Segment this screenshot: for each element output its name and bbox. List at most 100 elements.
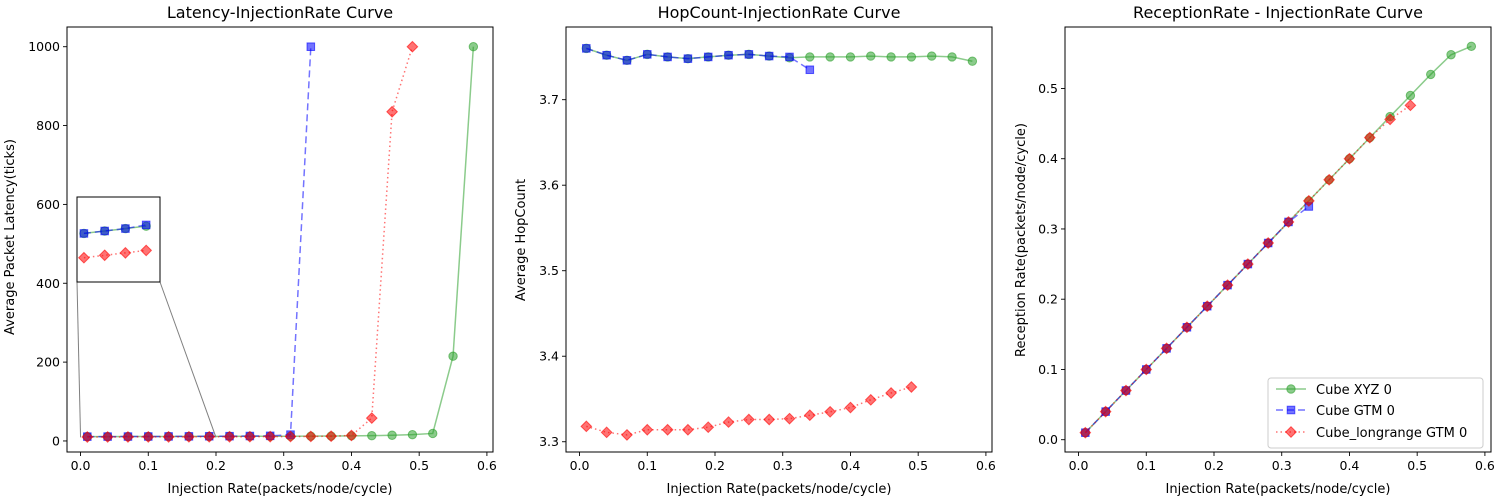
reception-x-tick-label: 0.1 <box>1136 458 1156 473</box>
latency-point-cube-longrange-gtm-0 <box>101 431 114 443</box>
hopcount-point-cube-gtm-0 <box>724 50 733 60</box>
hopcount-point-cube-longrange-gtm-0 <box>905 381 918 393</box>
hopcount-x-axis-label: Injection Rate(packets/node/cycle) <box>667 482 892 497</box>
latency-point-cube-gtm-0 <box>306 42 316 51</box>
reception-y-tick-label: 0.4 <box>1038 151 1058 166</box>
hopcount-y-tick-label: 3.3 <box>539 434 559 449</box>
latency-y-tick-label: 1000 <box>28 39 60 54</box>
latency-point-cube-longrange-gtm-0 <box>386 105 399 118</box>
reception-point-cube-longrange-gtm-0 <box>1079 426 1092 439</box>
reception-point-cube-longrange-gtm-0 <box>1323 173 1336 186</box>
hopcount-point-cube-longrange-gtm-0 <box>864 393 877 406</box>
latency-point-cube-xyz-0 <box>387 430 397 440</box>
reception-point-cube-longrange-gtm-0 <box>1201 300 1214 313</box>
latency-point-cube-longrange-gtm-0 <box>182 430 195 443</box>
latency-point-cube-longrange-gtm-0 <box>121 430 134 443</box>
latency-point-cube-longrange-gtm-0 <box>223 430 236 443</box>
latency-point-cube-longrange-gtm-0 <box>284 430 297 443</box>
inset-frame <box>76 196 161 283</box>
inset-series-line-cube-longrange-gtm-0 <box>83 249 147 259</box>
hopcount-point-cube-xyz-0 <box>866 51 876 61</box>
hopcount-point-cube-gtm-0 <box>622 56 632 65</box>
reception-point-cube-longrange-gtm-0 <box>1404 99 1417 112</box>
hopcount-point-cube-longrange-gtm-0 <box>722 416 735 429</box>
reception-x-tick-label: 0.2 <box>1204 458 1224 473</box>
hopcount-x-tick-label: 0.6 <box>976 458 996 473</box>
latency-y-tick-label: 800 <box>36 118 60 133</box>
reception-y-tick-label: 0.5 <box>1038 81 1058 96</box>
hopcount-point-cube-xyz-0 <box>947 52 957 62</box>
reception-point-cube-xyz-0 <box>1426 69 1436 80</box>
hopcount-y-tick-label: 3.4 <box>539 349 559 364</box>
inset-series-line-cube-xyz-0 <box>83 225 147 235</box>
latency-point-cube-longrange-gtm-0 <box>325 430 338 443</box>
latency-x-tick-label: 0.0 <box>71 458 91 473</box>
hopcount-x-tick-label: 0.1 <box>637 458 657 473</box>
hopcount-point-cube-gtm-0 <box>663 52 672 62</box>
hopcount-point-cube-longrange-gtm-0 <box>824 405 837 418</box>
hopcount-point-cube-gtm-0 <box>582 44 591 53</box>
hopcount-y-tick-label: 3.6 <box>539 178 559 193</box>
latency-point-cube-xyz-0 <box>367 430 377 441</box>
hopcount-point-cube-xyz-0 <box>927 51 937 61</box>
latency-point-cube-xyz-0 <box>468 42 479 52</box>
hopcount-point-cube-gtm-0 <box>744 50 754 59</box>
reception-point-cube-xyz-0 <box>1405 90 1416 101</box>
reception-x-tick-label: 0.4 <box>1340 458 1360 473</box>
reception-point-cube-longrange-gtm-0 <box>1302 194 1315 207</box>
hopcount-x-tick-label: 0.0 <box>570 458 590 473</box>
inset-point-cube-longrange-gtm-0 <box>77 251 90 264</box>
hopcount-series-line-cube-longrange-gtm-0 <box>586 386 912 436</box>
reception-chart: ReceptionRate - InjectionRate Curve Inje… <box>1014 3 1495 497</box>
hopcount-point-cube-xyz-0 <box>906 52 917 62</box>
reception-point-cube-longrange-gtm-0 <box>1140 363 1153 376</box>
reception-x-tick-label: 0.0 <box>1069 458 1089 473</box>
reception-y-tick-label: 0.0 <box>1038 432 1058 447</box>
latency-axes-frame <box>66 26 494 453</box>
hopcount-x-tick-label: 0.2 <box>705 458 725 473</box>
reception-point-cube-longrange-gtm-0 <box>1099 405 1112 418</box>
hopcount-y-tick-label: 3.5 <box>539 263 559 278</box>
hopcount-x-tick-label: 0.4 <box>841 458 861 473</box>
hopcount-y-axis-label: Average HopCount <box>514 179 529 301</box>
hopcount-point-cube-longrange-gtm-0 <box>885 387 898 399</box>
reception-x-axis-label: Injection Rate(packets/node/cycle) <box>1166 482 1391 497</box>
hopcount-point-cube-gtm-0 <box>805 65 815 75</box>
latency-series-group <box>81 40 479 443</box>
reception-point-cube-longrange-gtm-0 <box>1241 258 1254 271</box>
legend-handle-marker-cube-gtm-0 <box>1286 405 1296 415</box>
inset-connector-line <box>76 281 82 438</box>
hopcount-point-cube-longrange-gtm-0 <box>681 423 694 436</box>
hopcount-point-cube-longrange-gtm-0 <box>844 401 857 414</box>
legend-handle-marker-cube-xyz-0 <box>1286 384 1296 394</box>
latency-y-tick-label: 200 <box>36 355 60 370</box>
reception-point-cube-longrange-gtm-0 <box>1180 321 1193 334</box>
reception-x-tick-label: 0.5 <box>1407 458 1427 473</box>
reception-point-cube-longrange-gtm-0 <box>1282 215 1295 228</box>
hopcount-point-cube-longrange-gtm-0 <box>661 423 674 436</box>
inset-point-cube-longrange-gtm-0 <box>140 244 153 257</box>
inset-point-cube-gtm-0 <box>79 229 89 238</box>
latency-x-tick-label: 0.4 <box>342 458 362 473</box>
latency-y-axis-label: Average Packet Latency(ticks) <box>3 139 18 335</box>
latency-x-tick-label: 0.3 <box>274 458 294 473</box>
hopcount-point-cube-longrange-gtm-0 <box>742 413 755 426</box>
latency-x-tick-label: 0.1 <box>138 458 158 473</box>
reception-y-tick-label: 0.1 <box>1038 362 1058 377</box>
latency-point-cube-longrange-gtm-0 <box>162 430 175 443</box>
reception-point-cube-longrange-gtm-0 <box>1384 113 1397 126</box>
latency-point-cube-longrange-gtm-0 <box>203 430 216 443</box>
latency-x-axis-label: Injection Rate(packets/node/cycle) <box>168 482 393 497</box>
reception-series-group <box>1079 41 1477 439</box>
hopcount-chart: HopCount-InjectionRate Curve Injection R… <box>514 3 996 497</box>
latency-y-tick-label: 0 <box>52 433 60 448</box>
inset-point-cube-gtm-0 <box>100 226 109 236</box>
latency-point-cube-longrange-gtm-0 <box>365 412 378 425</box>
hopcount-point-cube-gtm-0 <box>703 52 713 62</box>
latency-inset <box>76 196 161 283</box>
legend-label-cube-longrange-gtm: Cube_longrange GTM 0 <box>1316 426 1467 441</box>
reception-axes-frame <box>1064 26 1492 453</box>
latency-point-cube-xyz-0 <box>448 351 458 361</box>
hopcount-point-cube-xyz-0 <box>845 52 856 62</box>
